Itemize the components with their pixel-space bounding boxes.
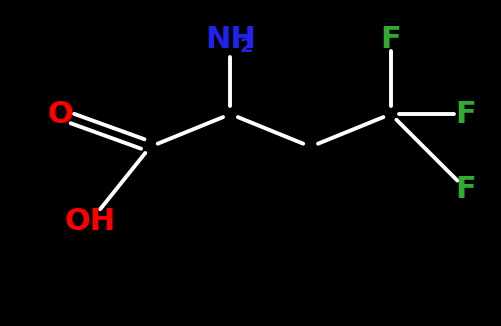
Text: NH: NH [205,25,256,53]
Text: OH: OH [65,207,116,236]
Text: F: F [380,25,401,53]
Text: F: F [455,100,476,128]
Text: O: O [47,100,73,128]
Text: F: F [455,175,476,203]
Text: 2: 2 [239,37,254,56]
